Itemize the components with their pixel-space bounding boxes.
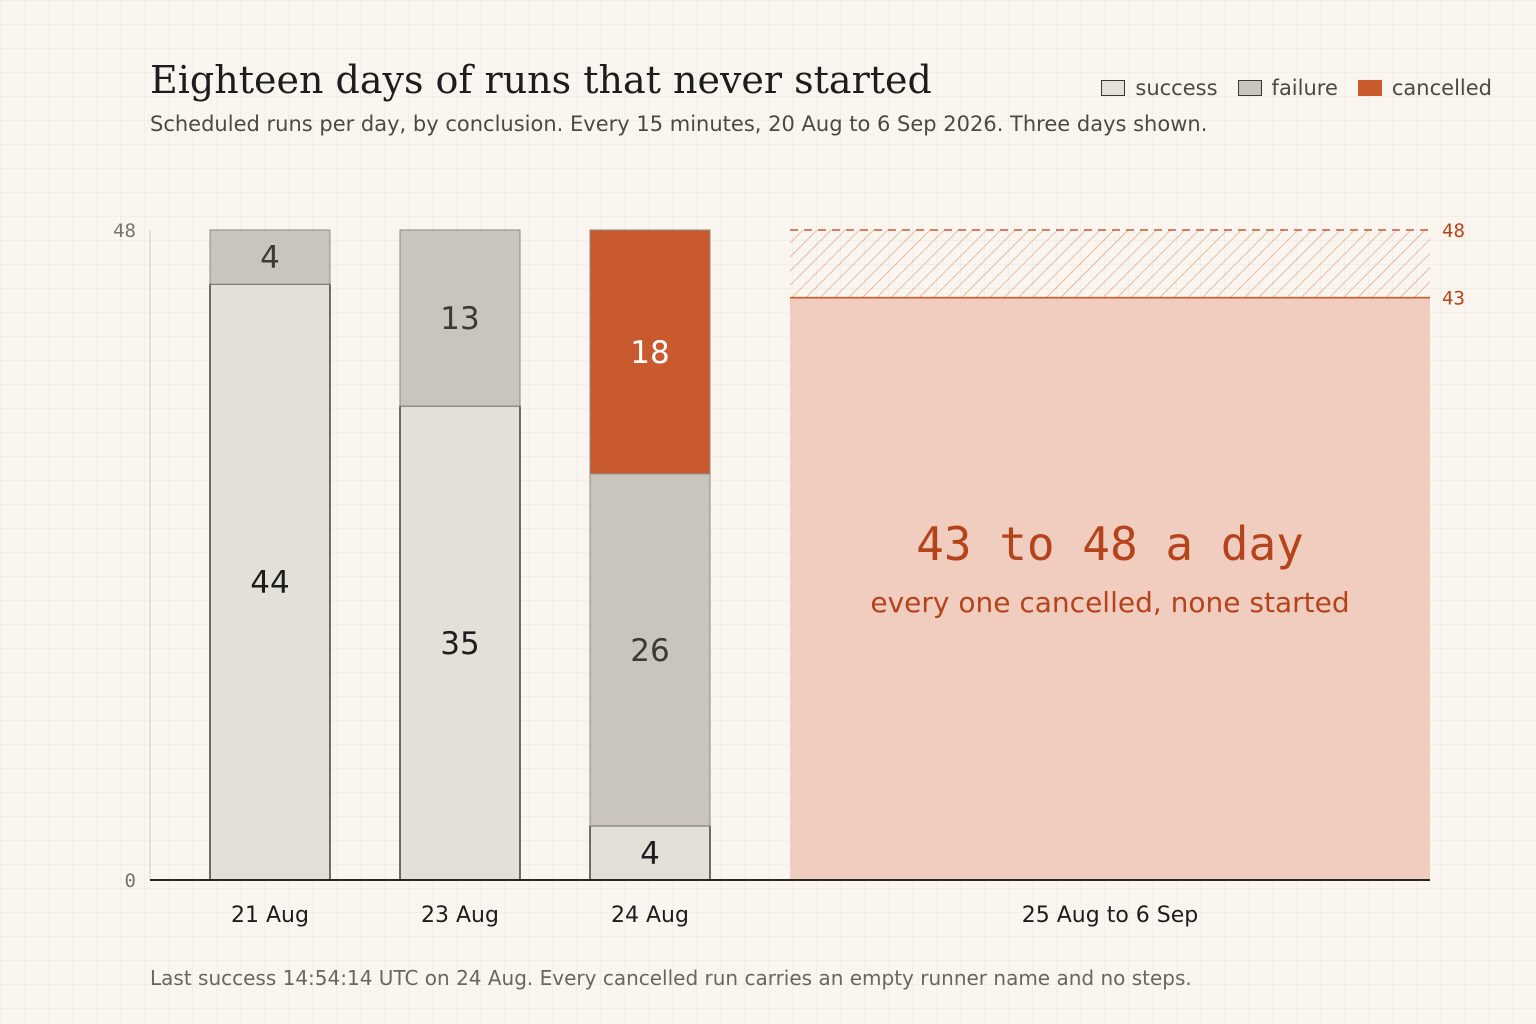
range-headline: 43 to 48 a day <box>916 517 1304 571</box>
legend-label-success: success <box>1135 76 1218 100</box>
range-caption: every one cancelled, none started <box>870 586 1349 619</box>
x-tick-label-range: 25 Aug to 6 Sep <box>1022 903 1198 928</box>
range-block-fill <box>790 297 1430 880</box>
data-label-failure-2: 26 <box>630 633 669 669</box>
legend-item-success: success <box>1101 76 1218 100</box>
x-tick-label-1: 23 Aug <box>421 903 499 928</box>
data-label-success-0: 44 <box>250 565 289 601</box>
x-tick-label-0: 21 Aug <box>231 903 309 928</box>
bar-failure-1 <box>399 229 521 407</box>
legend-swatch-success <box>1101 80 1126 96</box>
legend-item-failure: failure <box>1237 76 1338 100</box>
chart-subtitle: Scheduled runs per day, by conclusion. E… <box>150 112 1208 136</box>
range-block-hatch <box>790 230 1430 298</box>
data-label-cancelled-2: 18 <box>630 335 669 371</box>
footnote: Last success 14:54:14 UTC on 24 Aug. Eve… <box>150 966 1192 990</box>
legend-label-cancelled: cancelled <box>1391 76 1492 100</box>
legend-swatch-failure <box>1237 80 1262 96</box>
legend: success failure cancelled <box>1101 76 1492 100</box>
data-label-failure-1: 13 <box>440 301 479 337</box>
bar-cancelled-2 <box>589 229 711 475</box>
data-label-failure-0: 4 <box>260 240 280 276</box>
x-tick-label-2: 24 Aug <box>611 903 689 928</box>
data-label-success-1: 35 <box>440 626 479 662</box>
bar-failure-0 <box>209 229 331 285</box>
range-low-label: 43 <box>1442 288 1465 310</box>
chart-title: Eighteen days of runs that never started <box>150 58 932 102</box>
data-label-success-2: 4 <box>640 836 660 872</box>
legend-item-cancelled: cancelled <box>1357 76 1492 100</box>
range-high-label: 48 <box>1442 220 1465 242</box>
y-tick-label-0: 0 <box>125 870 136 892</box>
legend-label-failure: failure <box>1271 76 1338 100</box>
legend-swatch-cancelled <box>1357 80 1382 96</box>
y-tick-label-48: 48 <box>113 220 136 242</box>
bar-success-2 <box>589 825 711 881</box>
